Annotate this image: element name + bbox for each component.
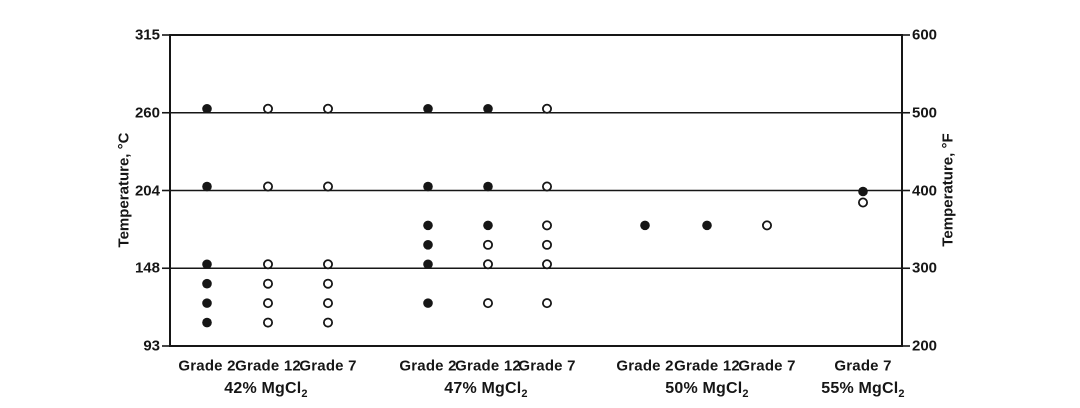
data-point-filled	[202, 259, 212, 270]
data-point-filled	[423, 181, 433, 192]
data-point-open	[542, 259, 553, 270]
y-tick-label-fahrenheit: 600	[912, 26, 938, 44]
data-point-filled	[202, 181, 212, 192]
data-point-filled	[202, 278, 212, 289]
concentration-label-text: 42% MgCl	[224, 379, 302, 397]
data-point-open	[262, 259, 273, 270]
data-point-open	[322, 278, 333, 289]
data-point-filled	[483, 181, 493, 192]
data-point-filled	[423, 259, 433, 270]
concentration-label-text: 50% MgCl	[665, 379, 743, 397]
data-point-filled	[202, 317, 212, 328]
data-point-filled	[483, 103, 493, 114]
y-tick-label-celsius: 204	[134, 182, 160, 199]
data-point-open	[322, 103, 333, 114]
data-point-filled	[702, 220, 712, 231]
data-point-open	[482, 298, 493, 309]
data-point-open	[542, 181, 553, 192]
data-point-open	[482, 239, 493, 250]
data-point-open	[542, 103, 553, 114]
data-point-filled	[423, 220, 433, 231]
concentration-label-subscript: 2	[301, 388, 308, 401]
y-tick-label-fahrenheit: 500	[912, 104, 938, 122]
y-tick-label-celsius: 260	[134, 104, 160, 122]
data-point-filled	[423, 240, 433, 250]
data-point-open	[322, 317, 333, 328]
data-point-filled	[483, 220, 493, 231]
concentration-label: 55% MgCl2	[821, 380, 905, 400]
concentration-label: 50% MgCl2	[665, 380, 749, 400]
concentration-label: 47% MgCl2	[444, 380, 528, 400]
data-point-open	[322, 259, 333, 270]
data-point-open	[542, 220, 553, 231]
concentration-label-subscript: 2	[898, 388, 905, 401]
grade-label: Grade 7	[518, 357, 576, 375]
data-point-open	[542, 239, 553, 250]
y-tick-label-celsius: 93	[143, 337, 160, 355]
concentration-label-subscript: 2	[521, 388, 528, 401]
y-tick-label-fahrenheit: 200	[912, 337, 938, 355]
concentration-label: 42% MgCl2	[224, 380, 308, 400]
data-point-open	[762, 220, 773, 231]
data-point-filled	[202, 298, 212, 308]
data-point-filled	[202, 103, 212, 114]
data-point-open	[482, 259, 493, 270]
data-point-open	[262, 278, 273, 289]
concentration-label-text: 55% MgCl	[821, 379, 899, 397]
grade-label: Grade 12	[674, 357, 740, 375]
data-point-open	[322, 298, 333, 309]
left-axis-title: Temperature, °C	[115, 132, 133, 248]
concentration-label-text: 47% MgCl	[444, 379, 522, 397]
grade-label: Grade 7	[738, 357, 796, 375]
y-tick-label-celsius: 148	[134, 259, 160, 277]
y-tick-label-celsius: 315	[134, 26, 160, 44]
y-tick-label-fahrenheit: 300	[912, 259, 938, 277]
data-point-filled	[640, 220, 650, 231]
grade-label: Grade 2	[399, 357, 457, 375]
data-point-filled	[423, 298, 433, 308]
data-point-filled	[858, 186, 868, 197]
grade-label: Grade 12	[235, 357, 301, 375]
data-point-open	[262, 103, 273, 114]
data-point-open	[262, 181, 273, 192]
right-axis-title: Temperature, °F	[939, 133, 957, 247]
grade-label: Grade 7	[299, 357, 357, 375]
y-tick-label-fahrenheit: 400	[912, 182, 938, 199]
data-point-open	[322, 181, 333, 192]
grade-label: Grade 7	[834, 357, 892, 375]
grade-label: Grade 2	[178, 357, 236, 375]
concentration-label-subscript: 2	[742, 388, 749, 401]
grade-label: Grade 12	[455, 357, 521, 375]
data-point-open	[858, 197, 869, 208]
data-point-filled	[423, 103, 433, 114]
grade-label: Grade 2	[616, 357, 674, 375]
data-point-open	[262, 298, 273, 309]
data-point-open	[542, 298, 553, 309]
data-point-open	[262, 317, 273, 328]
